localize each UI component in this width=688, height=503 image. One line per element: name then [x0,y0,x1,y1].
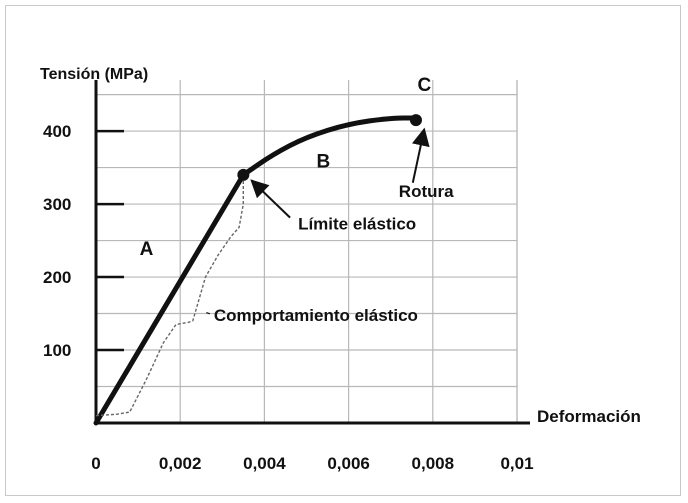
marks-layer [237,114,422,181]
y-tick-label: 300 [43,195,71,214]
grid-lines [96,80,518,423]
annotation-leader [206,311,211,315]
labels-layer: A B C Límite elástico Rotura Comportamiento e… [140,75,454,325]
elastic-behaviour-dotted-curve [95,174,244,417]
annotation-label: Rotura [399,182,454,201]
annotation-label: Límite elástico [298,215,416,234]
x-tick-label: 0,01 [500,454,533,473]
stress-strain-curve [93,115,419,426]
x-tick-label: 0 [91,454,100,473]
region-label-b: B [316,152,330,173]
x-tick-label: 0,004 [243,454,286,473]
axes: 100 200 300 400 0 0,002 0,004 0,006 0,008 0,01 [43,80,534,473]
x-tick-label: 0,008 [412,454,455,473]
region-label-a: A [140,239,154,260]
region-label-c: C [418,75,432,96]
series-layer [93,115,419,426]
x-tick-label: 0,002 [159,454,202,473]
annotation-arrow [411,127,430,183]
annotation-arrow [250,179,291,219]
x-tick-label: 0,006 [327,454,370,473]
y-tick-label: 400 [43,122,71,141]
y-tick-label: 200 [43,268,71,287]
x-axis-label: Deformación [537,407,641,426]
rupture-point [409,114,422,127]
y-tick-label: 100 [43,341,71,360]
elastic-limit-point [237,168,250,181]
annotation-label: Comportamiento elástico [214,306,418,325]
y-axis-label: Tensión (MPa) [40,66,148,83]
